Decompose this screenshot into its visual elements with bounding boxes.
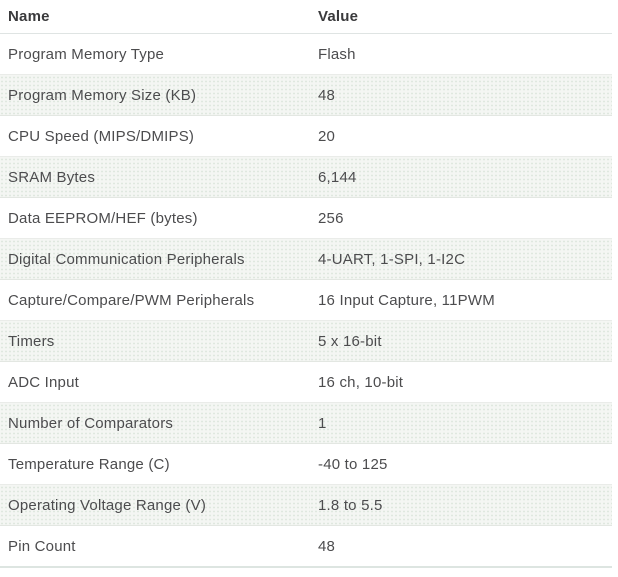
column-header-value: Value [310,0,612,34]
spec-value: 1.8 to 5.5 [310,484,612,526]
table-row: Operating Voltage Range (V) 1.8 to 5.5 [0,484,612,526]
spec-name: ADC Input [0,361,310,403]
table-row: Number of Comparators 1 [0,402,612,444]
spec-value: 1 [310,402,612,444]
spec-value: 4-UART, 1-SPI, 1-I2C [310,238,612,280]
spec-name: Program Memory Type [0,33,310,75]
spec-name: Capture/Compare/PWM Peripherals [0,279,310,321]
column-header-name: Name [0,0,310,34]
spec-value: 48 [310,74,612,116]
table-row: Program Memory Type Flash [0,33,612,75]
spec-name: SRAM Bytes [0,156,310,198]
table-row: Pin Count 48 [0,525,612,568]
spec-value: 6,144 [310,156,612,198]
spec-name: Operating Voltage Range (V) [0,484,310,526]
spec-name: Temperature Range (C) [0,443,310,485]
table-row: SRAM Bytes 6,144 [0,156,612,198]
spec-value: 256 [310,197,612,239]
spec-name: CPU Speed (MIPS/DMIPS) [0,115,310,157]
spec-value: Flash [310,33,612,75]
spec-name: Data EEPROM/HEF (bytes) [0,197,310,239]
spec-value: 48 [310,525,612,568]
spec-value: 16 Input Capture, 11PWM [310,279,612,321]
spec-value: -40 to 125 [310,443,612,485]
table-row: Capture/Compare/PWM Peripherals 16 Input… [0,279,612,321]
spec-value: 5 x 16-bit [310,320,612,362]
table-row: Data EEPROM/HEF (bytes) 256 [0,197,612,239]
table-row: Temperature Range (C) -40 to 125 [0,443,612,485]
spec-name: Program Memory Size (KB) [0,74,310,116]
specs-table: Name Value Program Memory Type Flash Pro… [0,0,612,568]
table-row: CPU Speed (MIPS/DMIPS) 20 [0,115,612,157]
spec-name: Number of Comparators [0,402,310,444]
spec-name: Pin Count [0,525,310,568]
table-row: Timers 5 x 16-bit [0,320,612,362]
table-row: Digital Communication Peripherals 4-UART… [0,238,612,280]
spec-value: 20 [310,115,612,157]
spec-name: Digital Communication Peripherals [0,238,310,280]
table-body: Program Memory Type Flash Program Memory… [0,33,612,568]
table-row: Program Memory Size (KB) 48 [0,74,612,116]
table-header-row: Name Value [0,0,612,34]
spec-name: Timers [0,320,310,362]
spec-value: 16 ch, 10-bit [310,361,612,403]
table-row: ADC Input 16 ch, 10-bit [0,361,612,403]
